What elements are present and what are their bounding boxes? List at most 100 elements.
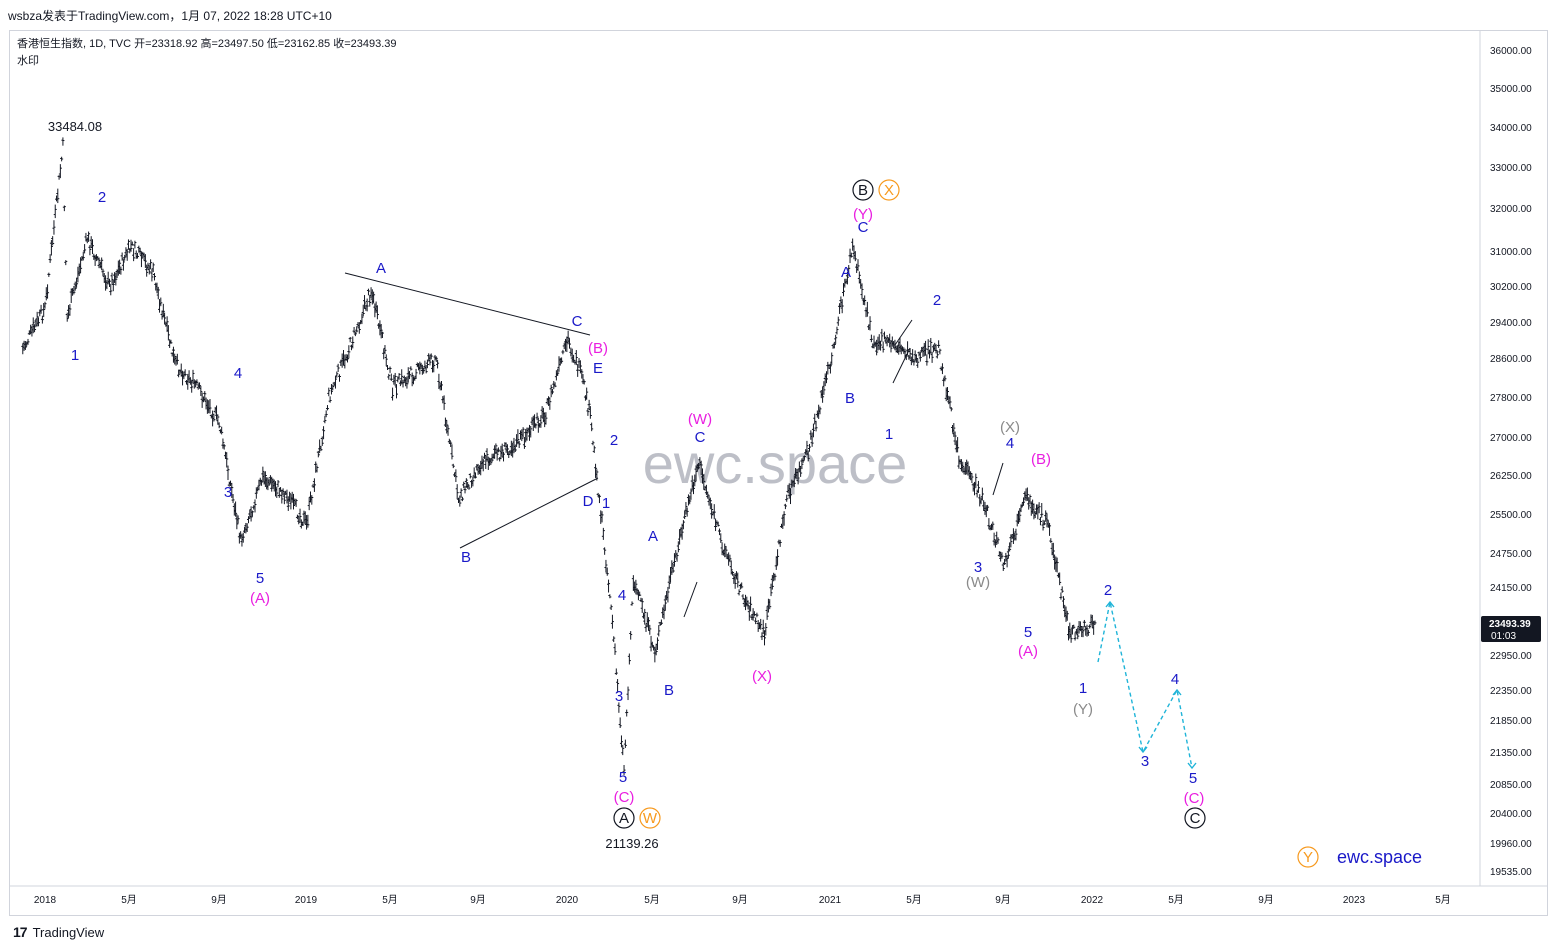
circled-wave-marker (613, 807, 635, 829)
y-tick-label: 27000.00 (1490, 433, 1532, 444)
wave-label: (B) (588, 340, 608, 357)
tradingview-footer[interactable]: 17 TradingView (13, 924, 104, 940)
y-tick-label: 25500.00 (1490, 510, 1532, 521)
wave-label: 3 (224, 484, 232, 501)
y-tick-label: 32000.00 (1490, 204, 1532, 215)
wave-label: 2 (933, 292, 941, 309)
wave-label: 5 (1024, 624, 1032, 641)
wave-label: 3 (615, 688, 623, 705)
x-axis: 2018 5月 9月 2019 5月 9月 2020 5月 9月 2021 5月 9月 2022 5月 9月… (9, 885, 1548, 906)
x-tick-label: 9月 (732, 894, 748, 906)
x-tick-label: 5月 (121, 894, 137, 906)
x-tick-label: 2020 (556, 895, 579, 906)
triangle-lower-trendline (459, 477, 599, 549)
projection-arrowhead (1187, 762, 1197, 770)
wedge-line (992, 462, 1004, 496)
x-tick-label: 2022 (1081, 895, 1104, 906)
circled-wave-label: A (619, 810, 629, 827)
watermark-legend[interactable]: 水印 (17, 55, 39, 67)
circled-wave-label: X (884, 182, 894, 199)
x-tick-label: 2021 (819, 895, 842, 906)
ohlc-bars (21, 137, 1097, 776)
wave-label: 5 (619, 769, 627, 786)
axis-lines: ewc.space (643, 432, 908, 495)
y-tick-label: 34000.00 (1490, 123, 1532, 134)
x-tick-label: 2018 (34, 895, 57, 906)
circled-wave-label: C (1190, 810, 1201, 827)
watermark-text: ewc.space (643, 432, 908, 495)
trendline-drawings (344, 272, 1197, 770)
wave-label: A (648, 528, 658, 545)
wave-label: (A) (1018, 643, 1038, 660)
wave-label: 5 (256, 570, 264, 587)
brand-label: ewc.space (1337, 847, 1422, 867)
wave-label: (C) (614, 789, 635, 806)
low-price-label: 21139.26 (605, 836, 658, 851)
wave-label: 4 (618, 587, 626, 604)
wave-label: 1 (602, 495, 610, 512)
chart-frame (9, 30, 1548, 916)
circled-wave-label: Y (1303, 849, 1313, 866)
wedge-line (892, 347, 911, 384)
wave-label: B (845, 390, 855, 407)
wave-label: C (695, 429, 706, 446)
wave-label: 1 (1079, 680, 1087, 697)
tradingview-brand: TradingView (32, 924, 105, 940)
y-tick-label: 30200.00 (1490, 282, 1532, 293)
wave-label: B (664, 682, 674, 699)
wave-label: 4 (1006, 435, 1014, 452)
last-price-tag (1481, 615, 1541, 642)
wave-label: A (376, 260, 386, 277)
y-tick-label: 22950.00 (1490, 651, 1532, 662)
wave-label: 5 (1189, 770, 1197, 787)
x-tick-label: 2023 (1343, 895, 1366, 906)
y-tick-label: 21350.00 (1490, 748, 1532, 759)
x-tick-label: 9月 (470, 894, 486, 906)
y-tick-label: 27800.00 (1490, 393, 1532, 404)
x-tick-label: 5月 (644, 894, 660, 906)
wave-label: (A) (250, 590, 270, 607)
projection-arrowhead (1138, 746, 1148, 754)
x-tick-label: 5月 (1435, 894, 1451, 906)
wave-label: 4 (234, 365, 242, 382)
high-price-label: 33484.08 (48, 119, 102, 134)
wave-label: (W) (688, 411, 712, 428)
x-tick-label: 9月 (211, 894, 227, 906)
x-tick-label: 2019 (295, 895, 318, 906)
circled-wave-label: W (643, 810, 658, 827)
y-tick-label: 22350.00 (1490, 686, 1532, 697)
wave-label: (Y) (853, 206, 873, 223)
wave-label: B (461, 549, 471, 566)
wave-label: 2 (98, 189, 106, 206)
wave-label: (C) (1184, 790, 1205, 807)
x-tick-label: 9月 (1258, 894, 1274, 906)
wedge-line (683, 581, 698, 618)
y-tick-label: 36000.00 (1490, 46, 1532, 57)
triangle-upper-trendline (344, 272, 591, 336)
projection-arrowhead (1172, 688, 1182, 696)
wave-label: 3 (974, 559, 982, 576)
y-tick-label: 20850.00 (1490, 780, 1532, 791)
projection-path (1097, 601, 1193, 769)
x-tick-label: 5月 (1168, 894, 1184, 906)
wave-label: 2 (610, 432, 618, 449)
last-price-countdown: 01:03 (1491, 631, 1516, 642)
y-tick-label: 35000.00 (1490, 84, 1532, 95)
y-tick-label: 19960.00 (1490, 839, 1532, 850)
x-tick-label: 5月 (382, 894, 398, 906)
y-tick-label: 24150.00 (1490, 583, 1532, 594)
symbol-legend[interactable]: 香港恒生指数, 1D, TVC 开=23318.92 高=23497.50 低=… (17, 38, 397, 50)
projection-arrowhead (1105, 600, 1115, 608)
wave-label: 1 (71, 347, 79, 364)
wave-label: C (572, 313, 583, 330)
wave-label: (X) (1000, 419, 1020, 436)
y-tick-label: 21850.00 (1490, 716, 1532, 727)
wedge-line (894, 319, 913, 346)
x-tick-label: 9月 (995, 894, 1011, 906)
chart-share-header: wsbza发表于TradingView.com，1月 07, 2022 18:2… (8, 9, 332, 23)
circled-wave-marker (852, 179, 874, 201)
y-tick-label: 24750.00 (1490, 549, 1532, 560)
y-tick-label: 33000.00 (1490, 163, 1532, 174)
tradingview-logo-icon: 17 (13, 924, 28, 940)
